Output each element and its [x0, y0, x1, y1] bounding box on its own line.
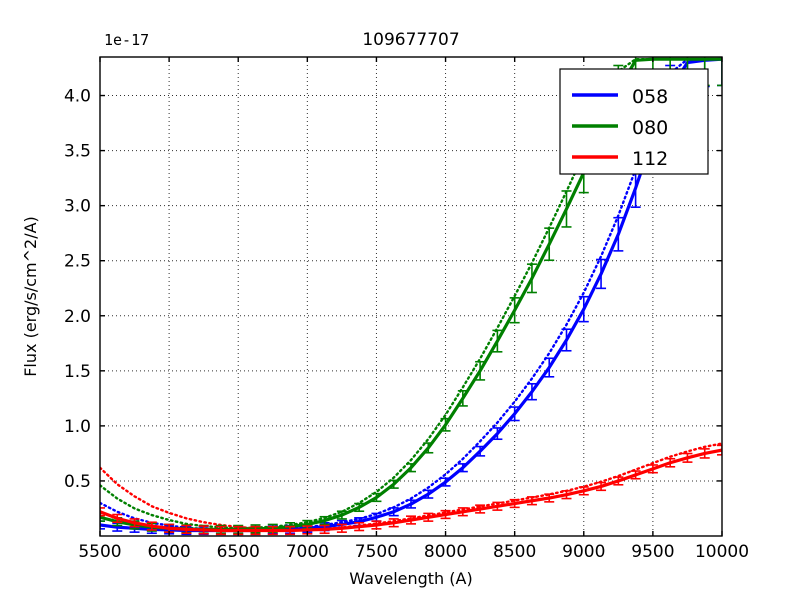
xtick-label: 10000	[695, 542, 749, 562]
legend-label-112: 112	[632, 148, 668, 170]
ytick-label: 2.5	[64, 252, 91, 272]
plot-frame	[99, 56, 723, 537]
ytick-label: 0.5	[64, 472, 91, 492]
xtick-label: 6000	[147, 542, 190, 562]
legend	[559, 68, 709, 175]
ytick-label: 1.5	[64, 362, 91, 382]
ytick-label: 3.5	[64, 142, 91, 162]
legend-label-080: 080	[632, 117, 668, 139]
xtick-label: 5500	[78, 542, 121, 562]
xtick-label: 7000	[286, 542, 329, 562]
chart-title: 109677707	[362, 30, 459, 50]
ytick-label: 1.0	[64, 417, 91, 437]
ytick-label: 3.0	[64, 197, 91, 217]
xtick-label: 8000	[424, 542, 467, 562]
x-axis-label: Wavelength (A)	[349, 569, 472, 588]
ytick-label: 2.0	[64, 307, 91, 327]
series-curve-112	[100, 448, 722, 533]
axis-ticks	[99, 57, 723, 536]
y-axis-offset-label: 1e-17	[104, 31, 149, 49]
xtick-label: 9000	[562, 542, 605, 562]
envelope-curve-058-envelope	[100, 58, 722, 532]
xtick-label: 7500	[355, 542, 398, 562]
y-axis-label: Flux (erg/s/cm^2/A)	[21, 216, 40, 377]
legend-label-058: 058	[632, 86, 668, 108]
ytick-label: 4.0	[64, 87, 91, 107]
xtick-label: 6500	[217, 542, 260, 562]
xtick-label: 8500	[493, 542, 536, 562]
xtick-label: 9500	[631, 542, 674, 562]
